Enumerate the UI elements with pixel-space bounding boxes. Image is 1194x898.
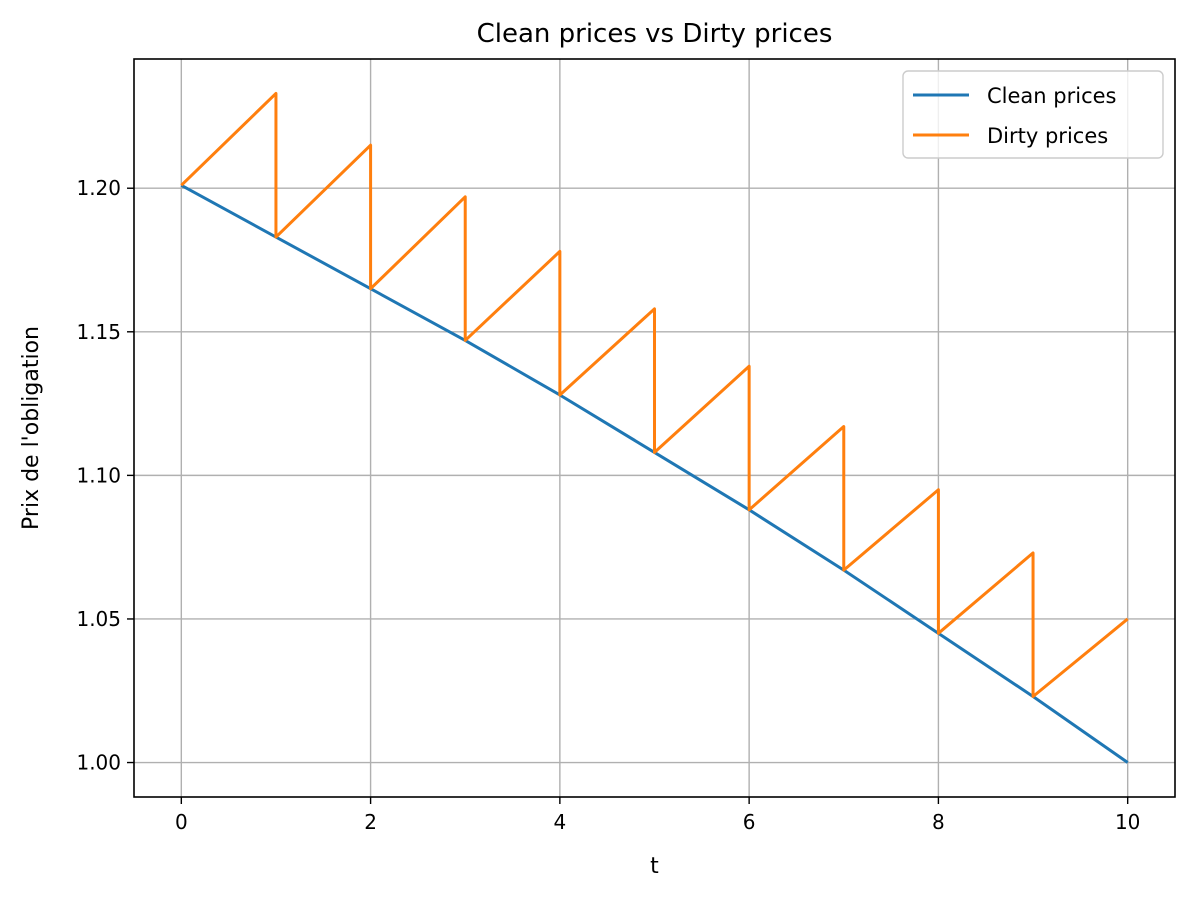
chart-title: Clean prices vs Dirty prices	[477, 19, 833, 49]
legend-label: Clean prices	[987, 84, 1116, 108]
x-tick-label: 0	[175, 810, 188, 834]
y-tick-label: 1.10	[76, 463, 121, 487]
y-tick-label: 1.15	[76, 320, 121, 344]
legend-label: Dirty prices	[987, 124, 1108, 148]
legend: Clean prices Dirty prices	[902, 70, 1164, 159]
series-line-dirty-prices	[180, 91, 1129, 698]
x-tick-label: 6	[743, 810, 756, 834]
ticks: 0 2 4 6 8 10 1.00 1.05 1.10 1.15 1.20	[76, 176, 1140, 834]
plot-frame	[133, 58, 1176, 798]
x-tick-label: 10	[1115, 810, 1140, 834]
y-tick-label: 1.00	[76, 751, 121, 775]
x-tick-label: 8	[932, 810, 945, 834]
y-tick-label: 1.20	[76, 176, 121, 200]
x-axis-label: t	[650, 854, 659, 879]
series-layer	[180, 91, 1129, 764]
y-tick-label: 1.05	[76, 607, 121, 631]
y-axis-label: Prix de l'obligation	[19, 326, 44, 530]
x-tick-label: 2	[364, 810, 377, 834]
x-tick-label: 4	[553, 810, 566, 834]
